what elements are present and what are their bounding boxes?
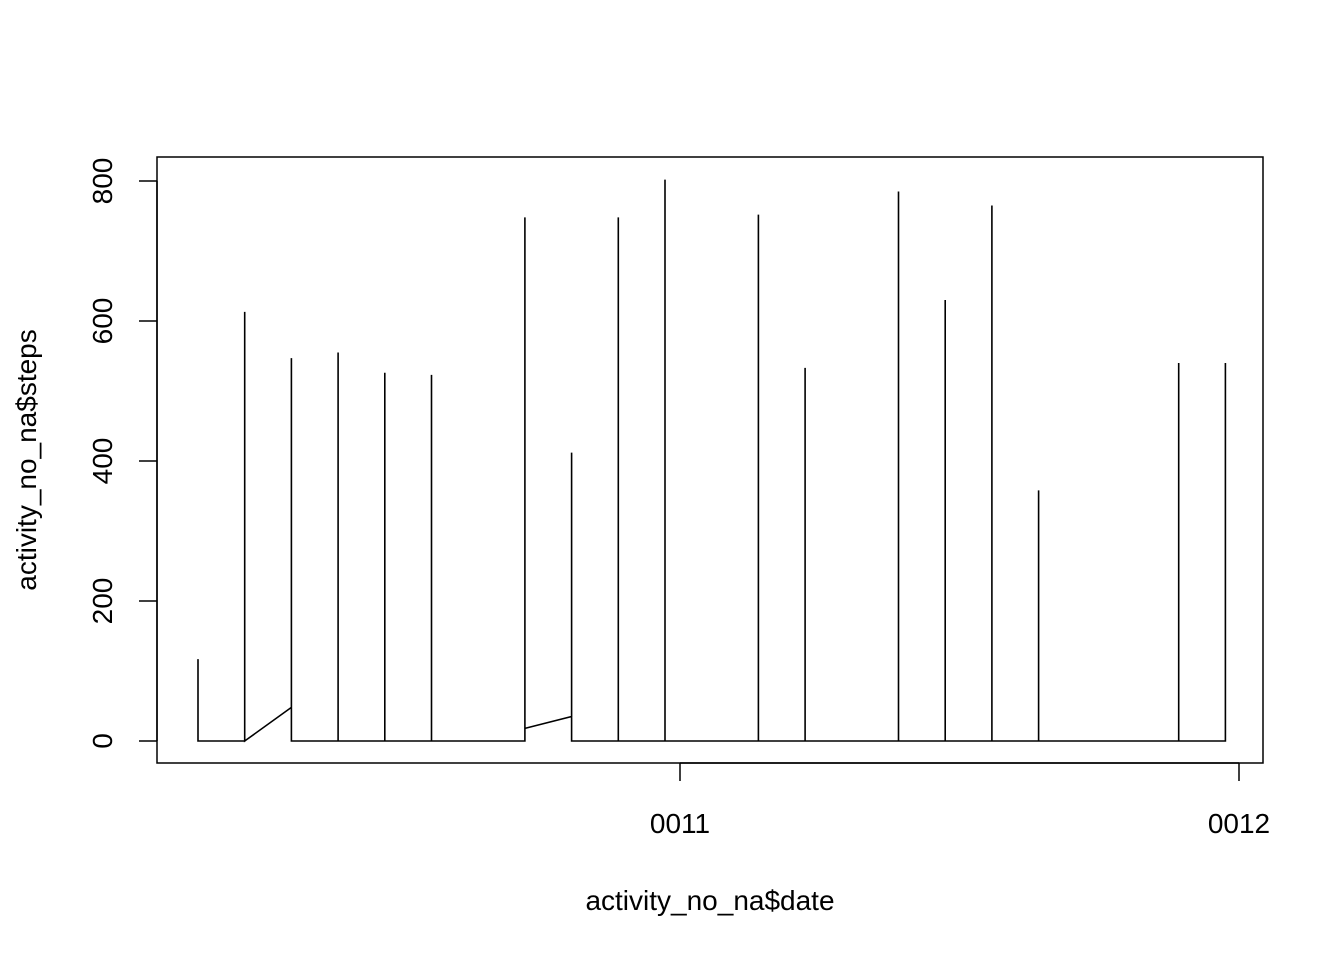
y-axis-label: activity_no_na$steps: [11, 329, 42, 591]
y-tick-label: 600: [87, 298, 118, 345]
y-tick-label: 0: [87, 733, 118, 749]
y-tick-label: 800: [87, 158, 118, 205]
x-tick-label: 0011: [650, 808, 710, 839]
y-tick-label: 200: [87, 578, 118, 625]
y-axis: 0 200 400 600 800: [87, 158, 158, 749]
y-tick-label: 400: [87, 438, 118, 485]
x-axis-label: activity_no_na$date: [585, 885, 834, 916]
series-layer: [197, 179, 1227, 743]
x-axis: 0011 0012: [650, 762, 1270, 839]
plot-frame: [156, 156, 1264, 764]
x-tick-label: 0012: [1208, 808, 1270, 839]
series-line: [197, 179, 1227, 743]
